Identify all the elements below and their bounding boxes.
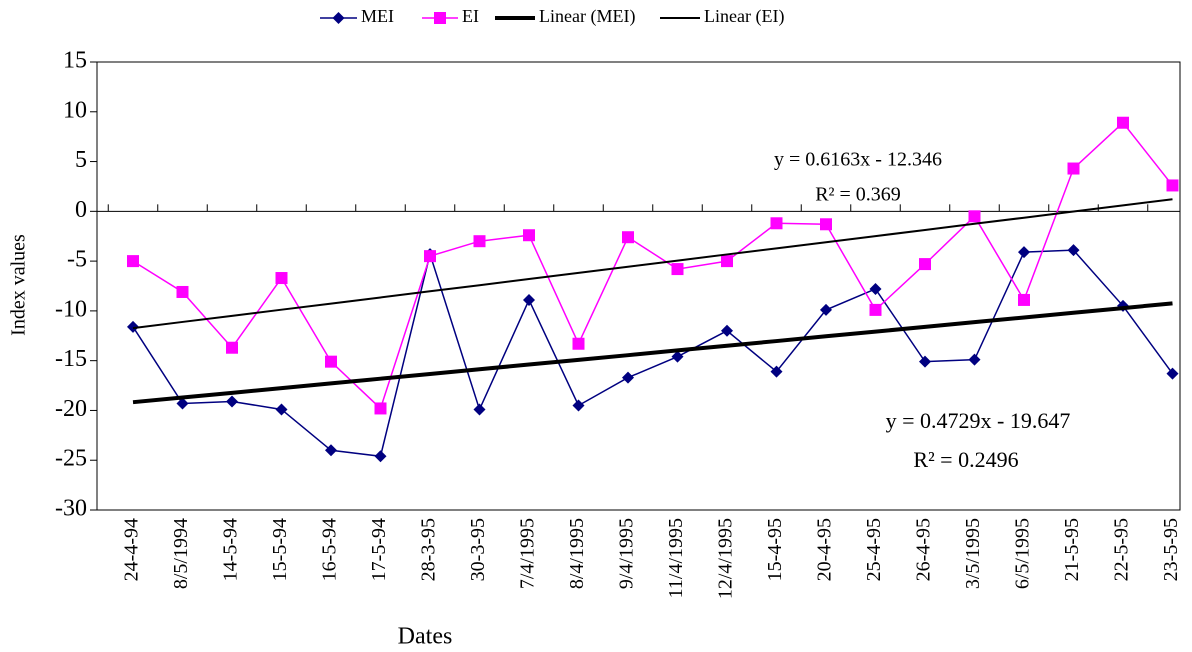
series-line xyxy=(132,301,1173,405)
series-line xyxy=(132,121,1174,410)
data-point xyxy=(1067,244,1080,257)
data-point xyxy=(770,365,783,378)
y-tick-label: 5 xyxy=(75,147,87,173)
data-point xyxy=(1067,162,1080,175)
data-point xyxy=(523,229,535,242)
legend-label: Linear (EI) xyxy=(704,6,784,27)
data-point xyxy=(671,350,684,363)
series-line xyxy=(132,249,1174,458)
annotation: R² = 0.369 xyxy=(815,184,901,206)
x-tick-label: 3/5/1995 xyxy=(962,518,984,589)
data-point xyxy=(820,303,832,316)
y-tick-label: 10 xyxy=(63,97,87,123)
x-tick-label: 11/4/1995 xyxy=(665,518,687,598)
x-axis-label: Dates xyxy=(398,624,453,650)
data-point xyxy=(275,272,288,285)
data-point xyxy=(325,355,337,368)
x-tick-label: 9/4/1995 xyxy=(616,518,638,589)
legend-marker xyxy=(434,12,446,24)
x-tick-label: 15-5-94 xyxy=(269,518,291,581)
x-tick-label: 22-5-95 xyxy=(1111,518,1133,581)
data-point xyxy=(919,355,931,368)
data-point xyxy=(1018,293,1030,306)
data-point xyxy=(622,231,634,244)
data-point xyxy=(721,255,733,268)
data-point xyxy=(622,371,634,384)
data-point xyxy=(473,403,486,416)
x-tick-label: 24-4-94 xyxy=(121,518,143,581)
data-point xyxy=(572,337,585,350)
data-point xyxy=(176,285,189,298)
data-point xyxy=(572,399,585,412)
data-point xyxy=(374,450,387,463)
data-point xyxy=(1166,367,1179,380)
data-point xyxy=(820,218,832,231)
data-point xyxy=(869,282,882,295)
x-tick-label: 20-4-95 xyxy=(814,518,836,581)
plot-frame xyxy=(96,61,1181,511)
x-tick-label: 7/4/1995 xyxy=(517,518,539,589)
data-point xyxy=(275,403,288,416)
annotation: y = 0.6163x - 12.346 xyxy=(774,149,942,171)
y-axis-label: Index values xyxy=(8,234,30,336)
data-point xyxy=(523,293,535,306)
annotation: R² = 0.2496 xyxy=(913,447,1018,472)
data-point xyxy=(770,217,783,230)
legend-label: Linear (MEI) xyxy=(539,6,635,27)
data-point xyxy=(968,353,981,366)
data-point xyxy=(127,255,139,268)
data-point xyxy=(721,324,733,337)
x-tick-label: 21-5-95 xyxy=(1061,518,1083,581)
data-point xyxy=(176,397,189,410)
data-point xyxy=(869,303,882,316)
data-point xyxy=(226,341,238,354)
x-tick-label: 8/4/1995 xyxy=(566,518,588,589)
x-tick-label: 23-5-95 xyxy=(1160,518,1182,581)
data-point xyxy=(374,402,387,415)
x-tick-label: 30-3-95 xyxy=(467,518,489,581)
data-point xyxy=(671,263,684,276)
data-point xyxy=(424,250,436,263)
data-point xyxy=(1117,116,1129,129)
y-tick-label: -25 xyxy=(55,446,87,472)
series-line xyxy=(132,198,1173,330)
data-point xyxy=(325,444,337,457)
x-tick-label: 14-5-94 xyxy=(220,518,242,581)
y-tick-label: -20 xyxy=(55,396,87,422)
x-tick-label: 12/4/1995 xyxy=(715,518,737,599)
y-tick-label: -5 xyxy=(67,247,87,273)
legend-label: EI xyxy=(462,6,479,26)
data-point xyxy=(473,235,486,248)
data-point xyxy=(1018,246,1030,259)
annotation: y = 0.4729x - 19.647 xyxy=(886,408,1071,433)
y-tick-label: -15 xyxy=(55,346,87,372)
y-tick-label: 15 xyxy=(63,48,87,74)
x-tick-label: 8/5/1994 xyxy=(170,518,192,589)
data-point xyxy=(1166,179,1179,192)
legend-marker xyxy=(332,12,345,24)
x-tick-label: 17-5-94 xyxy=(368,518,390,581)
data-point xyxy=(226,395,238,408)
data-point xyxy=(127,320,139,333)
x-tick-label: 26-4-95 xyxy=(913,518,935,581)
x-tick-label: 15-4-95 xyxy=(764,518,786,581)
legend-label: MEI xyxy=(361,6,394,26)
x-tick-label: 28-3-95 xyxy=(418,518,440,581)
data-point xyxy=(968,210,981,223)
x-tick-label: 16-5-94 xyxy=(319,518,341,581)
y-tick-label: 0 xyxy=(75,197,87,223)
data-point xyxy=(919,258,931,271)
x-tick-label: 25-4-95 xyxy=(863,518,885,581)
x-tick-label: 6/5/1995 xyxy=(1012,518,1034,589)
y-tick-label: -10 xyxy=(55,296,87,322)
y-tick-label: -30 xyxy=(55,496,87,522)
